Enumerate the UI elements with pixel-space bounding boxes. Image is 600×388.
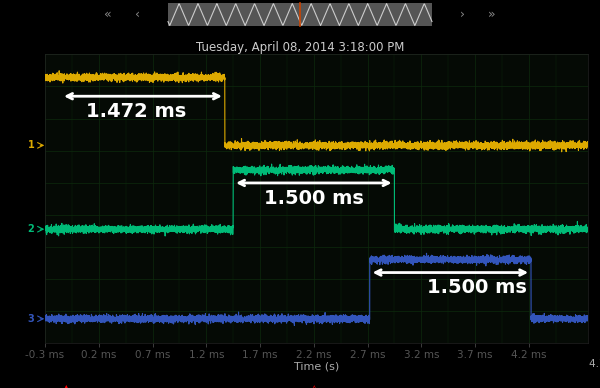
Text: △: △ <box>310 384 318 388</box>
Text: 4.7 m: 4.7 m <box>589 359 600 369</box>
Text: ▲: ▲ <box>62 384 71 388</box>
Text: 3: 3 <box>28 314 34 324</box>
Text: «: « <box>104 8 112 21</box>
Text: »: » <box>488 8 496 21</box>
X-axis label: Time (s): Time (s) <box>294 362 339 372</box>
Text: 2: 2 <box>28 224 34 234</box>
Text: 1: 1 <box>28 140 34 151</box>
Text: Tuesday, April 08, 2014 3:18:00 PM: Tuesday, April 08, 2014 3:18:00 PM <box>196 40 404 54</box>
Text: 1.500 ms: 1.500 ms <box>427 278 527 297</box>
Text: ‹: ‹ <box>136 8 140 21</box>
FancyBboxPatch shape <box>168 3 432 26</box>
Text: ›: › <box>460 8 464 21</box>
Text: 1.472 ms: 1.472 ms <box>86 102 187 121</box>
Text: 1.500 ms: 1.500 ms <box>264 189 364 208</box>
